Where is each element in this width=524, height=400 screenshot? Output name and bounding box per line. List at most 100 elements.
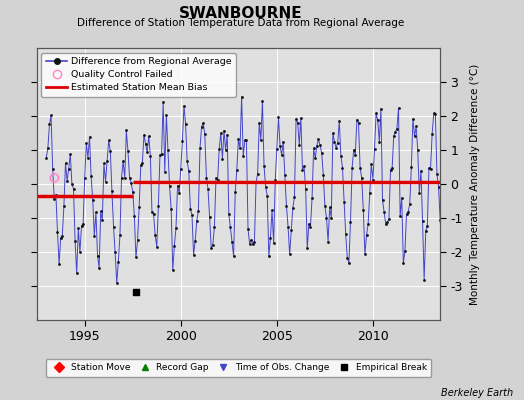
Point bbox=[68, 181, 76, 187]
Point bbox=[284, 224, 292, 230]
Point bbox=[140, 132, 148, 138]
Point bbox=[128, 188, 137, 195]
Point bbox=[324, 238, 332, 245]
Point bbox=[430, 110, 438, 116]
Point bbox=[231, 189, 239, 195]
Point bbox=[169, 267, 177, 274]
Point bbox=[55, 261, 63, 267]
Point bbox=[254, 170, 262, 177]
Point bbox=[303, 245, 311, 252]
Point bbox=[141, 140, 150, 147]
Point bbox=[269, 240, 278, 246]
Point bbox=[340, 199, 348, 205]
Point bbox=[398, 195, 406, 201]
Point bbox=[380, 209, 388, 215]
Point bbox=[322, 214, 331, 221]
Point bbox=[412, 123, 420, 129]
Point bbox=[64, 166, 73, 172]
Point bbox=[261, 184, 270, 190]
Point bbox=[375, 138, 384, 145]
Point bbox=[74, 225, 82, 231]
Point bbox=[183, 158, 191, 164]
Point bbox=[318, 150, 326, 156]
Point bbox=[213, 177, 222, 184]
Point bbox=[69, 186, 78, 192]
Point bbox=[268, 207, 276, 213]
Point bbox=[193, 217, 201, 224]
Point bbox=[172, 225, 180, 231]
Point bbox=[49, 166, 57, 172]
Point bbox=[242, 137, 250, 143]
Point bbox=[152, 243, 161, 250]
Point bbox=[258, 98, 267, 104]
Point bbox=[148, 209, 156, 215]
Point bbox=[297, 115, 305, 121]
Point bbox=[271, 177, 279, 184]
Point bbox=[279, 138, 288, 145]
Point bbox=[52, 192, 60, 198]
Point bbox=[113, 280, 121, 286]
Point bbox=[433, 170, 441, 177]
Point bbox=[212, 175, 220, 181]
Point bbox=[100, 160, 108, 167]
Point bbox=[225, 211, 233, 218]
Point bbox=[50, 196, 59, 202]
Point bbox=[103, 158, 111, 164]
Point bbox=[95, 265, 103, 271]
Point bbox=[428, 130, 436, 137]
Point bbox=[186, 206, 194, 212]
Point bbox=[189, 252, 198, 258]
Point bbox=[72, 270, 81, 276]
Point bbox=[415, 190, 423, 196]
Point bbox=[372, 110, 380, 116]
Point bbox=[181, 121, 190, 127]
Point bbox=[287, 227, 296, 233]
Point bbox=[313, 142, 321, 149]
Point bbox=[146, 152, 155, 159]
Point bbox=[388, 165, 396, 172]
Point bbox=[354, 120, 363, 126]
Point bbox=[122, 127, 130, 134]
Point bbox=[106, 148, 115, 154]
Point bbox=[329, 130, 337, 136]
Point bbox=[167, 206, 176, 212]
Point bbox=[110, 223, 118, 230]
Point bbox=[159, 99, 167, 106]
Point bbox=[61, 160, 70, 166]
Point bbox=[47, 112, 56, 118]
Point bbox=[327, 215, 335, 222]
Point bbox=[108, 188, 116, 194]
Point bbox=[157, 151, 166, 158]
Point bbox=[370, 146, 379, 152]
Point bbox=[278, 152, 286, 158]
Text: Berkeley Earth: Berkeley Earth bbox=[441, 388, 514, 398]
Point bbox=[124, 148, 132, 154]
Point bbox=[170, 243, 179, 249]
Point bbox=[247, 237, 255, 243]
Point bbox=[295, 142, 303, 148]
Point bbox=[76, 249, 84, 256]
Point bbox=[98, 217, 106, 223]
Point bbox=[272, 146, 281, 152]
Point bbox=[346, 218, 355, 225]
Point bbox=[366, 190, 374, 196]
Point bbox=[316, 142, 324, 148]
Point bbox=[154, 203, 162, 210]
Point bbox=[393, 125, 401, 132]
Point bbox=[357, 175, 366, 181]
Point bbox=[50, 175, 59, 181]
Point bbox=[60, 203, 68, 209]
Point bbox=[335, 118, 344, 124]
Point bbox=[263, 192, 271, 199]
Point bbox=[441, 224, 449, 230]
Point bbox=[409, 116, 417, 122]
Point bbox=[239, 153, 247, 160]
Point bbox=[353, 116, 361, 123]
Point bbox=[145, 133, 153, 139]
Point bbox=[81, 174, 89, 181]
Point bbox=[252, 179, 260, 186]
Point bbox=[383, 219, 391, 226]
Point bbox=[87, 173, 95, 179]
Point bbox=[53, 229, 62, 236]
Legend: Difference from Regional Average, Quality Control Failed, Estimated Station Mean: Difference from Regional Average, Qualit… bbox=[41, 53, 236, 97]
